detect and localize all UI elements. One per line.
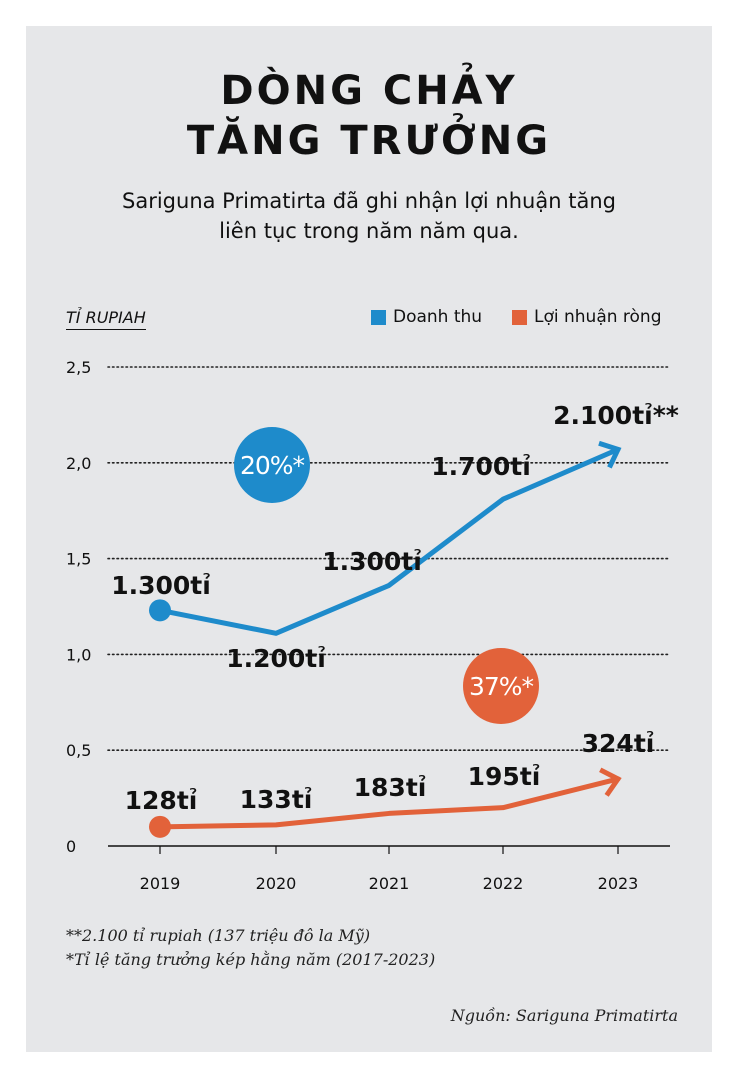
revenue-data-label: 1.700tỉ bbox=[431, 452, 531, 481]
source-credit: Nguồn: Sariguna Primatirta bbox=[450, 1006, 678, 1025]
revenue-data-label: 2.100tỉ** bbox=[553, 401, 679, 430]
legend-swatch-revenue bbox=[371, 309, 386, 325]
net-profit-data-label: 133tỉ bbox=[240, 785, 313, 814]
revenue-growth-label: 20%* bbox=[240, 451, 305, 480]
title-line-2: TĂNG TRƯỞNG bbox=[186, 118, 552, 164]
legend-label-revenue: Doanh thu bbox=[393, 307, 483, 327]
subtitle-line-1: Sariguna Primatirta đã ghi nhận lợi nhuậ… bbox=[122, 189, 616, 213]
net-profit-data-label: 183tỉ bbox=[354, 773, 427, 802]
legend-label-net-profit: Lợi nhuận ròng bbox=[534, 307, 662, 327]
revenue-growth-badge bbox=[234, 427, 310, 503]
y-tick-label: 0 bbox=[66, 837, 76, 856]
x-tick-label: 2022 bbox=[483, 874, 524, 893]
net-profit-data-label: 195tỉ bbox=[468, 762, 541, 791]
revenue-data-label: 1.200tỉ bbox=[226, 644, 326, 673]
infographic-card: DÒNG CHẢY TĂNG TRƯỞNG Sariguna Primatirt… bbox=[26, 26, 712, 1052]
x-tick-label: 2023 bbox=[598, 874, 639, 893]
revenue-line bbox=[157, 446, 621, 636]
net-profit-point bbox=[149, 815, 171, 838]
revenue-data-label: 1.300tỉ bbox=[111, 571, 211, 600]
y-tick-label: 0,5 bbox=[66, 741, 91, 760]
revenue-data-label: 1.300tỉ bbox=[322, 547, 422, 576]
y-tick-label: 1,5 bbox=[66, 550, 91, 569]
net-profit-arrowhead bbox=[599, 767, 622, 797]
legend-swatch-net-profit bbox=[512, 309, 527, 325]
revenue-arrowhead bbox=[598, 440, 622, 469]
y-tick-label: 1,0 bbox=[66, 645, 91, 664]
y-tick-label: 2,0 bbox=[66, 454, 91, 473]
legend-item-net-profit: Lợi nhuận ròng bbox=[512, 306, 662, 328]
net-profit-data-label: 324tỉ bbox=[582, 729, 655, 758]
legend-item-revenue: Doanh thu bbox=[371, 306, 482, 328]
y-tick-label: 2,5 bbox=[66, 358, 91, 377]
x-tick-label: 2020 bbox=[256, 874, 297, 893]
footnote-revenue: **2.100 tỉ rupiah (137 triệu đô la Mỹ) bbox=[66, 926, 371, 945]
net-profit-growth-label: 37%* bbox=[469, 672, 534, 701]
net-profit-line bbox=[157, 776, 621, 830]
title-line-1: DÒNG CHẢY bbox=[220, 68, 518, 114]
subtitle-line-2: liên tục trong năm năm qua. bbox=[219, 219, 519, 243]
x-tick-label: 2021 bbox=[369, 874, 410, 893]
revenue-point bbox=[149, 599, 171, 622]
line-chart: 0 0,5 1,0 1,5 2,0 2,5 2019 2020 2021 2022 2023 1.30… bbox=[66, 358, 679, 893]
footnote-cagr: *Tỉ lệ tăng trưởng kép hằng năm (2017-20… bbox=[66, 950, 436, 969]
net-profit-data-label: 128tỉ bbox=[125, 786, 198, 815]
x-tick-label: 2019 bbox=[140, 874, 181, 893]
y-axis-unit-label: TỈ RUPIAH bbox=[66, 308, 146, 330]
net-profit-growth-badge bbox=[463, 648, 539, 724]
